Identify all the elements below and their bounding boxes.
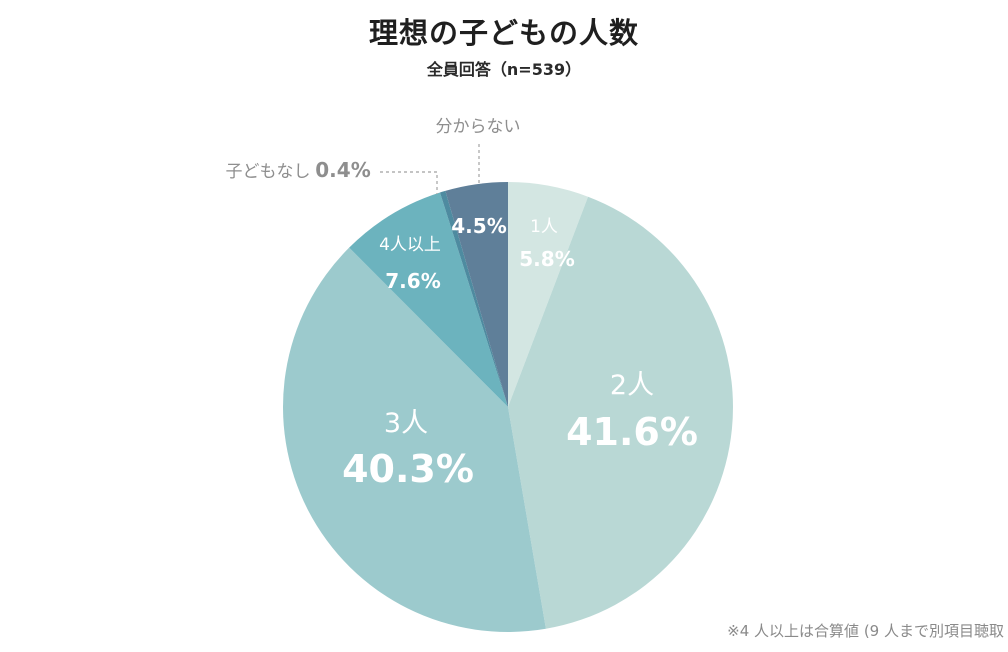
slice-value-label: 5.8% — [519, 247, 574, 271]
slice-value-label: 41.6% — [566, 410, 698, 454]
slice-label: 2人 — [610, 370, 654, 401]
chart-title: 理想の子どもの人数 — [368, 16, 639, 50]
pie-slice — [283, 247, 546, 632]
slice-value-label: 0.4% — [315, 158, 370, 182]
leader-line — [380, 171, 438, 194]
slice-value-label: 4.5% — [451, 214, 506, 238]
slice-label: 3人 — [384, 408, 428, 439]
slice-value-label: 7.6% — [385, 269, 440, 293]
pie-slice — [445, 182, 508, 407]
pie-slice — [349, 192, 508, 407]
pie-slice — [508, 182, 589, 407]
chart-subtitle: 全員回答（n=539） — [426, 60, 582, 79]
footnote: ※4 人以上は合算値 (9 人まで別項目聴取 — [727, 622, 1004, 640]
slice-value-label: 40.3% — [342, 447, 474, 491]
slice-label: 1人 — [530, 217, 558, 237]
pie-slice — [439, 190, 508, 407]
slice-label: 分からない — [436, 117, 521, 137]
slice-label: 4人以上 — [379, 235, 441, 255]
pie-slice — [508, 196, 733, 629]
slice-label: 子どもなし — [226, 162, 311, 182]
